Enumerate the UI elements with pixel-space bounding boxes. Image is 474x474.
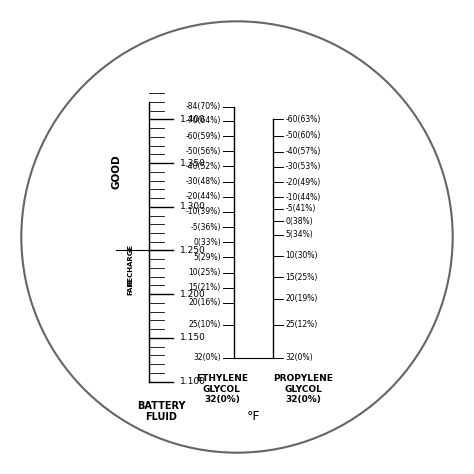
Text: -20(49%): -20(49%): [285, 178, 320, 186]
Text: 20(16%): 20(16%): [189, 299, 221, 307]
Text: -10(44%): -10(44%): [285, 193, 320, 201]
Text: 1.150: 1.150: [180, 333, 206, 342]
Text: -30(48%): -30(48%): [186, 177, 221, 186]
Text: 32(0%): 32(0%): [193, 354, 221, 362]
Text: -70(64%): -70(64%): [185, 117, 221, 125]
Text: -84(70%): -84(70%): [186, 102, 221, 111]
Text: 1.300: 1.300: [180, 202, 206, 211]
Text: 1.350: 1.350: [180, 159, 206, 168]
Text: -20(44%): -20(44%): [186, 192, 221, 201]
Text: 15(25%): 15(25%): [285, 273, 318, 282]
Text: -50(60%): -50(60%): [285, 131, 321, 140]
Text: BATTERY
FLUID: BATTERY FLUID: [137, 401, 185, 422]
Text: 1.100: 1.100: [180, 377, 206, 386]
Text: -30(53%): -30(53%): [285, 163, 321, 171]
Text: 10(25%): 10(25%): [189, 268, 221, 277]
Text: 25(12%): 25(12%): [285, 320, 318, 329]
Text: ETHYLENE
GLYCOL
32(0%): ETHYLENE GLYCOL 32(0%): [196, 374, 248, 404]
Text: 15(21%): 15(21%): [189, 283, 221, 292]
Text: 10(30%): 10(30%): [285, 252, 318, 260]
Text: 5(34%): 5(34%): [285, 230, 313, 239]
Text: 1.200: 1.200: [180, 290, 206, 299]
Text: -60(63%): -60(63%): [285, 115, 321, 124]
Text: 25(10%): 25(10%): [189, 320, 221, 329]
Text: -40(52%): -40(52%): [186, 162, 221, 171]
Text: PROPYLENE
GLYCOL
32(0%): PROPYLENE GLYCOL 32(0%): [273, 374, 333, 404]
Text: -5(41%): -5(41%): [285, 204, 316, 213]
Text: 1.250: 1.250: [180, 246, 206, 255]
Text: RECHARGE: RECHARGE: [128, 244, 133, 286]
Text: -40(57%): -40(57%): [285, 147, 321, 156]
Text: -5(36%): -5(36%): [191, 223, 221, 231]
Polygon shape: [21, 21, 453, 453]
Text: -50(56%): -50(56%): [185, 147, 221, 155]
Circle shape: [21, 21, 453, 453]
Text: GOOD: GOOD: [111, 155, 121, 189]
Text: 0(33%): 0(33%): [193, 238, 221, 246]
Text: -10(39%): -10(39%): [186, 208, 221, 216]
Text: 20(19%): 20(19%): [285, 294, 318, 303]
Text: 32(0%): 32(0%): [285, 354, 313, 362]
Text: -60(59%): -60(59%): [185, 132, 221, 140]
Text: 1.400: 1.400: [180, 115, 206, 124]
Text: °F: °F: [246, 410, 260, 423]
Text: 0(38%): 0(38%): [285, 217, 313, 226]
Text: FAIR: FAIR: [128, 278, 133, 295]
Text: 5(29%): 5(29%): [193, 253, 221, 262]
